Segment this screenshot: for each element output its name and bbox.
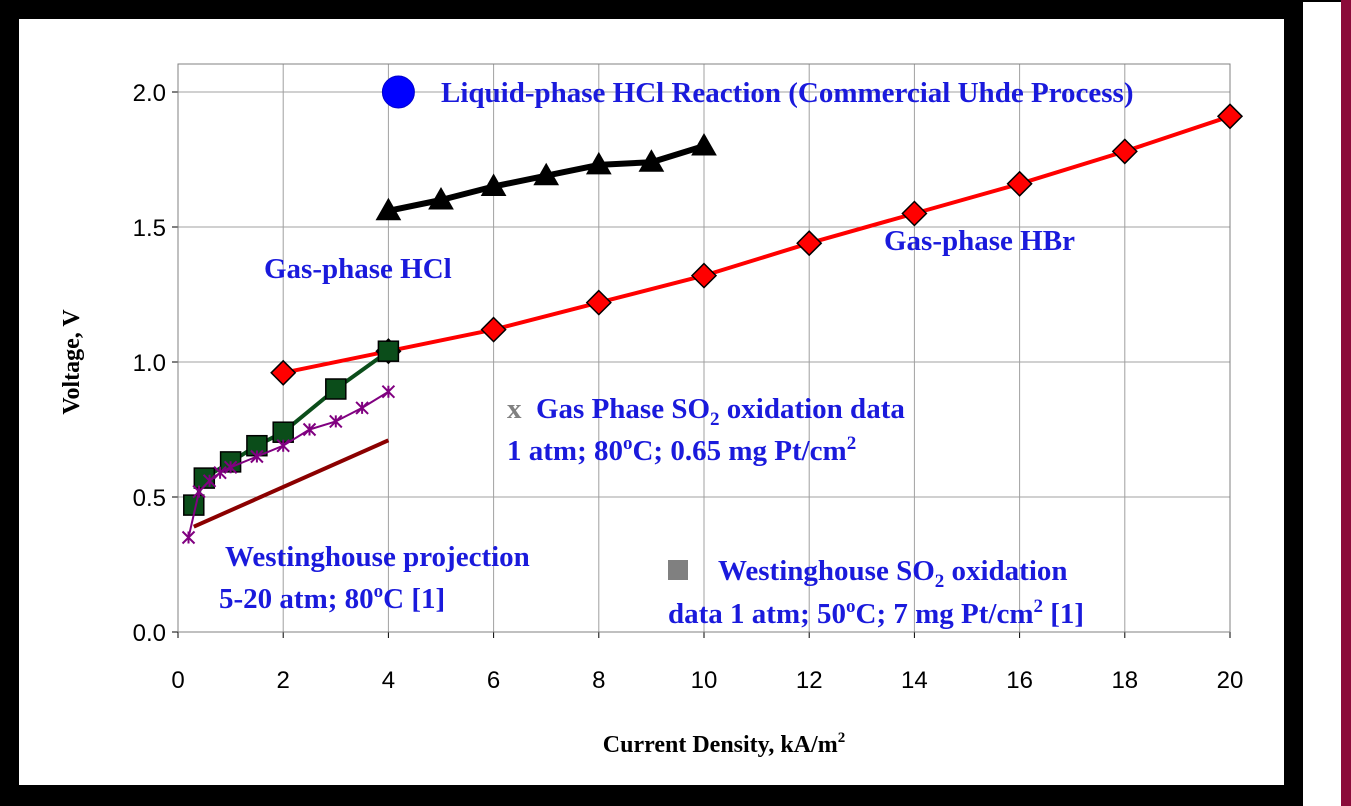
wdata-line-2: data 1 atm; 50oC; 7 mg Pt/cm2 [1] — [668, 596, 1084, 630]
annotation-gas-hcl: Gas-phase HCl — [264, 253, 452, 285]
data-point-square — [272, 421, 294, 443]
y-axis-title: Voltage, V — [59, 309, 85, 415]
series-4 — [192, 438, 390, 529]
so2-marker-symbol: x — [507, 393, 522, 425]
data-point-triangle — [585, 151, 612, 175]
series-line — [282, 114, 1231, 375]
annotation-liquid-hcl: Liquid-phase HCl Reaction (Commercial Uh… — [441, 77, 1133, 109]
data-point-triangle — [428, 186, 454, 210]
data-point-diamond — [901, 200, 928, 227]
y-tick-label: 1.5 — [133, 215, 166, 242]
top-edge-line — [1303, 0, 1351, 2]
data-point-asterisk — [381, 384, 396, 399]
voltage-current-chart: 0 2 4 6 8 10 12 14 16 18 20 0.0 0.5 1.0 1.5 2.0 Current… — [59, 63, 1244, 758]
annotation-westinghouse-so2-data: Westinghouse SO2 oxidation data 1 atm; 5… — [668, 555, 1084, 630]
data-point-asterisk — [202, 474, 217, 488]
data-point-triangle — [638, 149, 665, 172]
series-line — [192, 438, 390, 529]
wdata-line-1: Westinghouse SO2 oxidation — [718, 555, 1068, 592]
x-tick-label: 8 — [592, 667, 605, 694]
x-tick-label: 4 — [382, 667, 395, 694]
data-point-asterisk — [213, 465, 227, 480]
chart-background — [19, 19, 1284, 785]
annotation-westinghouse-projection: Westinghouse projection 5-20 atm; 80oC [… — [219, 541, 530, 615]
data-point-asterisk — [223, 460, 238, 475]
grid-lines — [178, 64, 1231, 632]
x-tick-label: 12 — [796, 667, 823, 694]
series-1 — [375, 132, 717, 221]
data-point-asterisk — [192, 484, 206, 499]
x-tick-label: 2 — [277, 667, 290, 694]
data-point-diamond — [1111, 138, 1138, 165]
axes: 0 2 4 6 8 10 12 14 16 18 20 0.0 0.5 1.0 1.5 2.0 — [133, 64, 1244, 694]
chart-frame — [0, 0, 1303, 806]
data-point-triangle — [691, 132, 717, 156]
data-point-diamond — [480, 316, 507, 343]
data-point-square — [325, 378, 347, 400]
y-tick-label: 0.0 — [133, 620, 166, 647]
y-tick-label: 0.5 — [133, 485, 166, 512]
wproj-line-2: 5-20 atm; 80oC [1] — [219, 581, 445, 615]
wproj-line-1: Westinghouse projection — [225, 541, 530, 573]
data-point-asterisk — [302, 422, 317, 437]
side-accent-stripe — [1341, 0, 1351, 806]
x-tick-label: 20 — [1217, 667, 1244, 694]
data-point-asterisk — [250, 449, 264, 464]
data-point-asterisk — [276, 438, 290, 453]
data-point-diamond — [1006, 170, 1033, 197]
so2-line-1: Gas Phase SO2 oxidation data — [536, 393, 905, 430]
series-0 — [270, 103, 1244, 386]
data-point-triangle — [480, 173, 507, 196]
data-point-triangle — [375, 197, 402, 221]
x-tick-label: 14 — [901, 667, 928, 694]
x-tick-label: 18 — [1111, 667, 1138, 694]
data-point-asterisk — [355, 401, 369, 415]
annotation-gas-hbr: Gas-phase HBr — [884, 225, 1075, 257]
data-point-triangle — [533, 162, 560, 186]
x-tick-label: 6 — [487, 667, 500, 694]
data-point-asterisk — [181, 530, 196, 545]
x-tick-label: 10 — [691, 667, 718, 694]
x-axis-title: Current Density, kA/m2 — [603, 730, 845, 758]
series-3 — [181, 384, 396, 545]
x-tick-label: 16 — [1006, 667, 1033, 694]
x-tick-label: 0 — [171, 667, 184, 694]
data-point-asterisk — [329, 414, 343, 429]
data-point-diamond — [1216, 103, 1244, 130]
wdata-marker-symbol — [668, 560, 688, 580]
data-point-square — [377, 340, 400, 362]
data-point-diamond — [270, 359, 297, 386]
annotation-gas-so2: x Gas Phase SO2 oxidation data 1 atm; 80… — [507, 393, 905, 467]
series-5 — [381, 75, 415, 109]
data-point-diamond — [796, 230, 823, 257]
data-point-diamond — [585, 289, 612, 316]
series-layer — [181, 75, 1244, 545]
y-tick-label: 2.0 — [133, 80, 166, 107]
so2-line-2: 1 atm; 80oC; 0.65 mg Pt/cm2 — [507, 433, 856, 467]
y-tick-label: 1.0 — [133, 350, 166, 377]
data-point-circle — [381, 75, 415, 109]
data-point-diamond — [690, 262, 718, 289]
series-2 — [183, 340, 400, 516]
